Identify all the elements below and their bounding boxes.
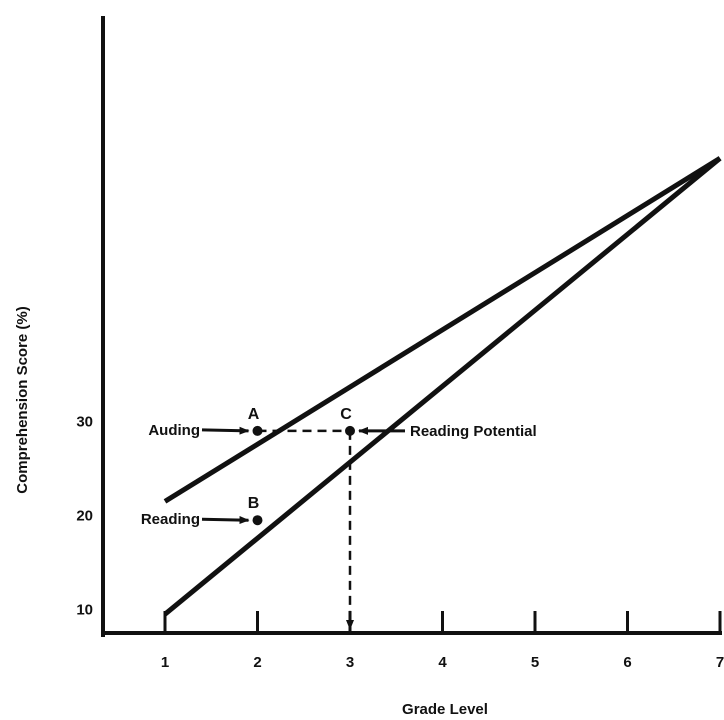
annotation-label: Auding [148,422,200,439]
annotation-arrow [201,426,250,435]
annotation-label: Reading [141,511,200,528]
annotation-arrow [201,516,250,525]
marker-label-a: A [248,406,260,423]
x-tick-label: 7 [716,654,724,671]
x-axis-label: Grade Level [402,701,488,718]
x-tick-label: 2 [253,654,261,671]
reference-lines [257,429,354,630]
x-tick-label: 3 [346,654,354,671]
axes: 1 2 3 4 5 6 7 10 20 30 [76,16,724,671]
series-line-reading [163,156,722,617]
x-tick-label: 4 [438,654,447,671]
x-tick-label: 5 [531,654,539,671]
y-tick-label: 30 [76,414,93,431]
marker-label-c: C [340,406,352,423]
y-tick-label: 10 [76,602,93,619]
y-tick-label: 20 [76,508,93,525]
annotation-label: Reading Potential [410,423,537,440]
x-tick-label: 6 [623,654,631,671]
x-tick-label: 1 [161,654,169,671]
annotations: Auding Reading Reading Potential [141,422,537,528]
y-axis-label: Comprehension Score (%) [14,306,31,494]
series-layer [163,156,722,617]
marker-point-c [345,425,355,436]
series-line-auding [163,156,722,504]
marker-point-a [252,425,263,436]
markers: A B C [248,406,355,526]
marker-point-b [252,515,263,526]
marker-label-b: B [248,495,260,512]
